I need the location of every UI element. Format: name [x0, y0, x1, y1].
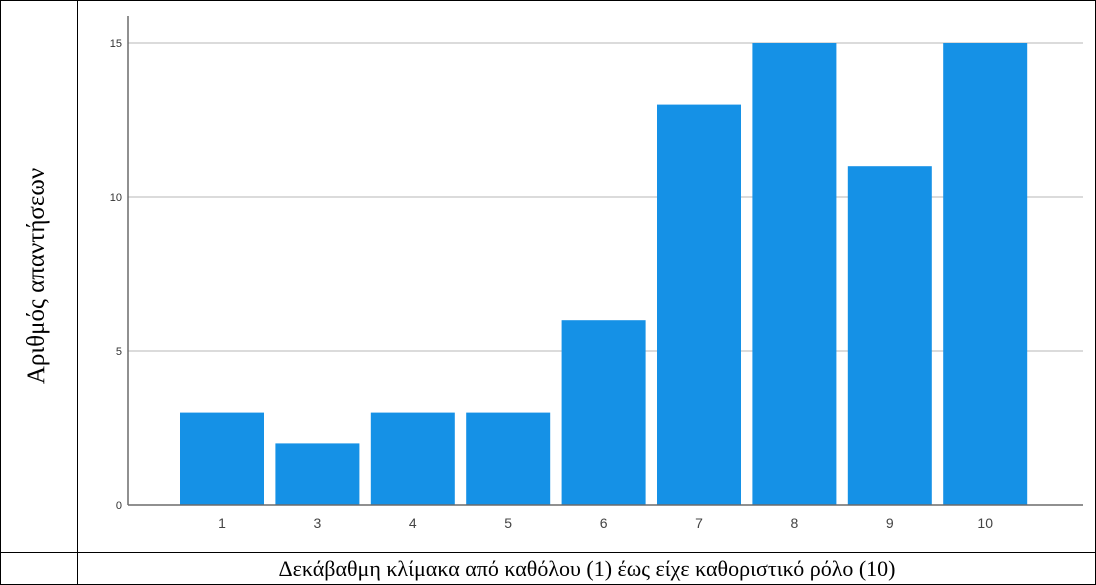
y-tick-label: 0 — [116, 500, 122, 512]
bar — [180, 412, 264, 505]
bar — [847, 166, 932, 505]
x-tick-label: 6 — [600, 515, 608, 531]
x-axis-label: Δεκάβαθμη κλίμακα από καθόλου (1) έως εί… — [278, 556, 896, 581]
x-tick-label: 3 — [314, 515, 322, 531]
y-tick-label: 5 — [116, 346, 122, 358]
y-tick-label: 10 — [110, 192, 122, 204]
bar — [275, 443, 360, 505]
bar — [561, 320, 646, 505]
x-tick-label: 9 — [886, 515, 894, 531]
bar — [657, 104, 741, 505]
bar-chart: 0 5 10 15 1 3 4 5 6 7 8 9 10 — [110, 16, 1083, 531]
x-tick-label: 4 — [409, 515, 417, 531]
x-tick-label: 5 — [504, 515, 512, 531]
bar — [370, 412, 455, 505]
x-tick-label: 7 — [695, 515, 703, 531]
x-tick-label: 10 — [977, 515, 993, 531]
bar — [466, 412, 551, 505]
bar — [943, 43, 1028, 505]
y-tick-label: 15 — [110, 38, 122, 50]
bar — [752, 43, 837, 505]
x-tick-label: 8 — [791, 515, 799, 531]
x-tick-label: 1 — [218, 515, 226, 531]
